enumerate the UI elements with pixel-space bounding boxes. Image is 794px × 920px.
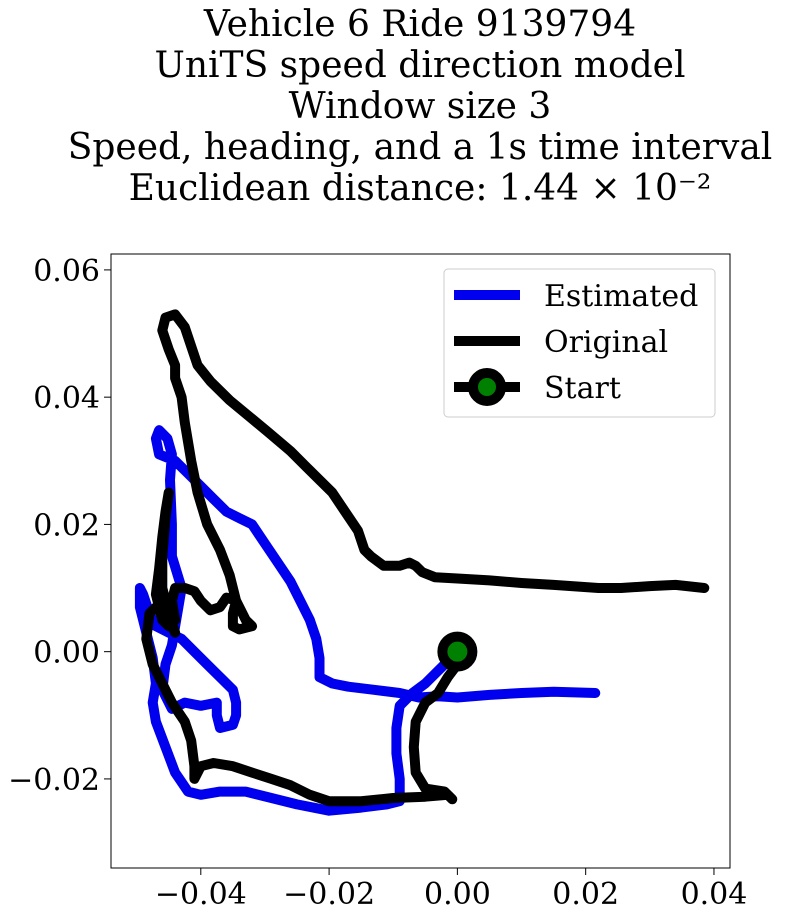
x-axis: −0.04 −0.02 0.00 0.02 0.04	[155, 868, 748, 912]
legend: Estimated Original Start	[443, 268, 716, 418]
chart-title-line-1: Vehicle 6 Ride 9139794	[203, 4, 636, 45]
x-tick-label: 0.00	[424, 877, 491, 912]
legend-box	[443, 268, 716, 418]
y-tick-label: 0.04	[33, 381, 100, 416]
start-marker	[437, 631, 478, 672]
chart-title-line-4: Speed, heading, and a 1s time interval	[68, 127, 773, 168]
y-tick-label: 0.02	[33, 508, 100, 543]
y-axis: −0.02 0.00 0.02 0.04 0.06	[8, 254, 111, 798]
axes-frame	[110, 253, 731, 869]
legend-label-estimated: Estimated	[544, 279, 698, 314]
y-tick-label: 0.00	[33, 636, 100, 671]
y-tick-label: −0.02	[8, 763, 100, 798]
legend-start-marker	[468, 368, 506, 406]
x-tick-label: 0.04	[681, 877, 748, 912]
series-line-estimated	[134, 425, 601, 816]
x-tick-label: −0.04	[155, 877, 247, 912]
x-tick-label: 0.02	[552, 877, 619, 912]
chart-title-line-2: UniTS speed direction model	[155, 45, 686, 86]
x-tick-label: −0.02	[283, 877, 375, 912]
legend-label-start: Start	[544, 371, 621, 406]
y-tick-label: 0.06	[33, 254, 100, 289]
series-line-original	[141, 309, 710, 807]
legend-label-original: Original	[544, 325, 668, 360]
chart-title-line-5: Euclidean distance: 1.44 × 10⁻²	[129, 168, 712, 209]
chart-title-line-3: Window size 3	[289, 86, 552, 127]
